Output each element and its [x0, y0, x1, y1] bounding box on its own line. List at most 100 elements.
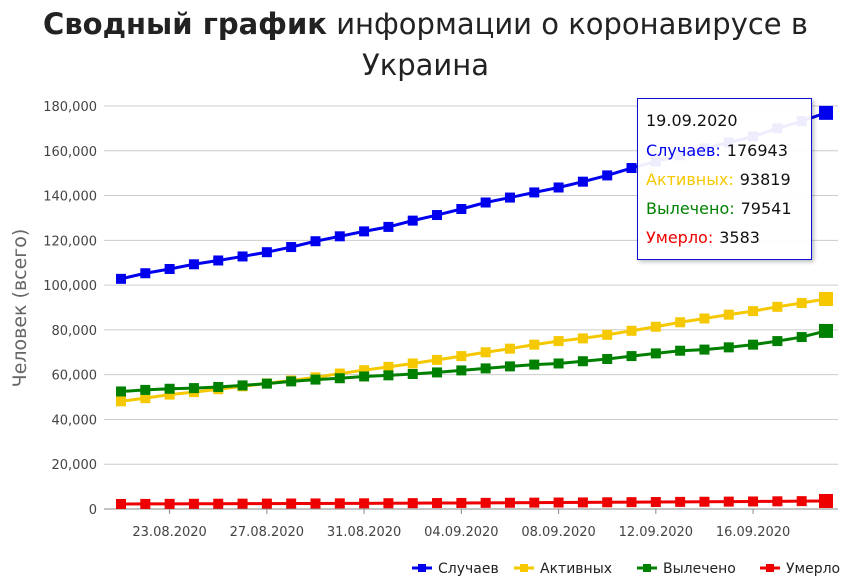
y-tick-label: 0	[89, 503, 97, 518]
data-point-active	[602, 329, 613, 340]
data-point-active	[116, 396, 126, 407]
data-point-deaths	[650, 497, 661, 508]
data-point-recovered	[237, 380, 248, 391]
data-point-recovered	[383, 370, 394, 381]
data-point-deaths	[553, 497, 564, 508]
data-point-cases	[432, 210, 443, 221]
tooltip-label-cases: Случаев:	[646, 141, 721, 160]
data-point-active	[529, 339, 540, 350]
data-point-recovered	[723, 342, 734, 353]
data-point-cases	[188, 259, 199, 270]
data-point-recovered	[699, 344, 710, 355]
y-tick-label: 180,000	[43, 100, 97, 115]
data-point-active	[650, 321, 661, 332]
data-tooltip: 19.09.2020 Случаев: 176943 Активных: 93819…	[637, 98, 812, 260]
data-point-active	[432, 354, 443, 365]
legend-label-deaths: Умерло	[786, 561, 840, 577]
data-point-recovered	[261, 378, 272, 389]
data-point-deaths	[310, 498, 321, 509]
data-point-recovered	[310, 374, 321, 385]
data-point-recovered	[529, 359, 540, 370]
data-point-recovered	[748, 339, 759, 350]
data-point-deaths	[626, 497, 637, 508]
data-point-active	[699, 313, 710, 324]
data-point-active	[140, 393, 151, 404]
data-point-cases	[140, 268, 151, 279]
data-point-recovered	[456, 365, 467, 376]
data-point-recovered	[819, 323, 833, 338]
data-point-recovered	[334, 373, 345, 384]
data-point-recovered	[577, 356, 588, 367]
y-tick-label: 60,000	[52, 369, 98, 384]
data-point-deaths	[140, 498, 151, 509]
tooltip-value-active: 93819	[739, 170, 791, 189]
data-point-recovered	[213, 381, 224, 392]
series-line-deaths	[120, 499, 827, 506]
chart-title: Сводный график информации о коронавирусе…	[0, 4, 851, 86]
data-point-recovered	[188, 383, 199, 394]
data-point-deaths	[237, 498, 248, 509]
tooltip-label-active: Активных:	[646, 170, 734, 189]
data-point-recovered	[140, 384, 151, 395]
tooltip-label-recovered: Вылечено:	[646, 199, 735, 218]
data-point-deaths	[699, 496, 710, 507]
data-point-recovered	[602, 353, 613, 364]
data-point-deaths	[286, 498, 297, 509]
data-point-cases	[407, 215, 418, 226]
tooltip-value-cases: 176943	[726, 141, 788, 160]
data-point-deaths	[796, 496, 807, 507]
chart-title-rest: информации о коронавирусе в Украина	[336, 7, 808, 82]
data-point-deaths	[772, 496, 783, 507]
data-point-active	[748, 306, 759, 317]
data-point-recovered	[407, 368, 418, 379]
data-point-cases	[116, 273, 126, 284]
data-point-active	[675, 317, 686, 328]
legend-marker-cases	[418, 564, 426, 572]
y-tick-label: 40,000	[52, 413, 98, 428]
data-point-recovered	[675, 345, 686, 356]
legend-marker-active	[520, 564, 528, 572]
data-point-cases	[334, 231, 345, 242]
x-tick-label: 12.09.2020	[619, 525, 693, 540]
data-point-recovered	[359, 371, 370, 382]
data-point-deaths	[504, 497, 515, 508]
y-tick-label: 80,000	[52, 324, 98, 339]
legend-label-active: Активных	[540, 561, 612, 577]
tooltip-row-active: Активных: 93819	[646, 170, 791, 189]
data-point-active	[383, 361, 394, 372]
x-tick-label: 31.08.2020	[327, 525, 401, 540]
data-point-cases	[261, 247, 272, 258]
data-point-active	[772, 301, 783, 312]
data-point-active	[577, 333, 588, 344]
tooltip-value-deaths: 3583	[719, 228, 760, 247]
data-point-recovered	[626, 351, 637, 362]
data-point-deaths	[213, 498, 224, 509]
chart-title-bold: Сводный график	[43, 7, 327, 41]
data-point-recovered	[286, 376, 297, 387]
data-point-active	[164, 389, 175, 400]
data-point-deaths	[164, 498, 175, 509]
data-point-active	[359, 365, 370, 376]
data-point-recovered	[504, 361, 515, 372]
x-tick-label: 16.09.2020	[716, 525, 790, 540]
data-point-recovered	[164, 383, 175, 394]
data-point-deaths	[188, 498, 199, 509]
data-point-recovered	[116, 386, 126, 397]
data-point-active	[626, 325, 637, 336]
y-axis-label: Человек (всего)	[9, 229, 31, 388]
y-tick-label: 20,000	[52, 458, 98, 473]
data-point-deaths	[480, 497, 491, 508]
legend-label-recovered: Вылечено	[663, 561, 736, 577]
data-point-recovered	[796, 332, 807, 343]
data-point-cases	[164, 263, 175, 274]
y-tick-label: 120,000	[43, 234, 97, 249]
data-point-deaths	[602, 497, 613, 508]
data-point-cases	[213, 255, 224, 266]
data-point-deaths	[675, 496, 686, 507]
data-point-deaths	[529, 497, 540, 508]
data-point-recovered	[650, 348, 661, 359]
data-point-cases	[529, 187, 540, 198]
data-point-deaths	[359, 498, 370, 509]
data-point-deaths	[723, 496, 734, 507]
tooltip-row-recovered: Вылечено: 79541	[646, 199, 792, 218]
